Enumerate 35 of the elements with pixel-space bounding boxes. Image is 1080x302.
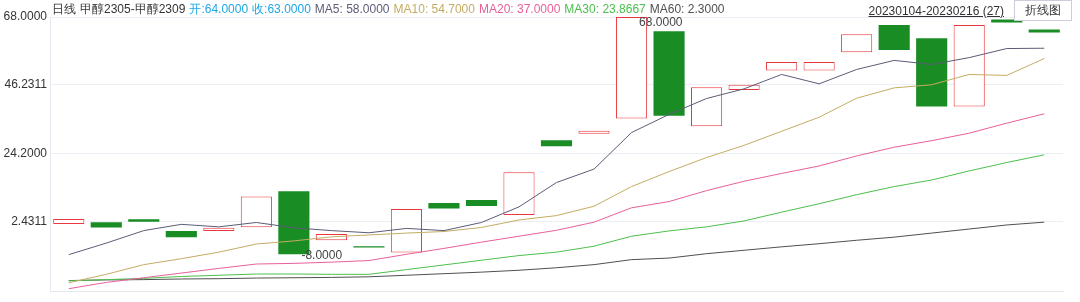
y-tick-label: 24.2000 (3, 146, 48, 161)
y-tick-label: 2.4311 (11, 214, 48, 229)
chart-toggle-button: 折线图 (1014, 0, 1072, 21)
candlestick (128, 219, 160, 222)
y-tick-label: 46.2311 (4, 77, 48, 92)
text: MA30: 23.8667 (564, 2, 646, 16)
candlestick (653, 31, 685, 116)
candlestick (916, 38, 948, 107)
candlestick (53, 218, 85, 225)
candlestick (766, 61, 798, 71)
annotation: 20230104-20230216 (27) (868, 3, 1004, 18)
candlestick (465, 199, 498, 206)
candlestick (691, 87, 723, 127)
text: 收:63.0000 (252, 2, 311, 16)
text: MA20: 37.0000 (478, 2, 561, 16)
candlestick (165, 230, 197, 238)
candlestick (428, 203, 460, 209)
chart-title: 日线 (52, 2, 76, 16)
candlestick (90, 222, 122, 228)
candlestick (503, 172, 535, 215)
candlestick (240, 196, 272, 228)
candlestick (878, 25, 910, 51)
candlestick (803, 61, 835, 71)
candlestick (540, 140, 573, 147)
candlestick (841, 34, 873, 53)
candlestick (390, 209, 422, 253)
y-tick-label: 68.0000 (3, 9, 48, 24)
text: MA60: 2.3000 (649, 2, 725, 16)
candlestick (953, 25, 985, 107)
text: MA10: 54.7000 (393, 2, 475, 16)
text: MA5: 58.0000 (314, 2, 390, 16)
annotation: -8.0000 (301, 247, 343, 262)
text: 开:64.0000 (189, 2, 249, 16)
candlestick (1028, 29, 1060, 33)
chart-subtitle: 甲醇2305-甲醇2309 (80, 2, 186, 16)
